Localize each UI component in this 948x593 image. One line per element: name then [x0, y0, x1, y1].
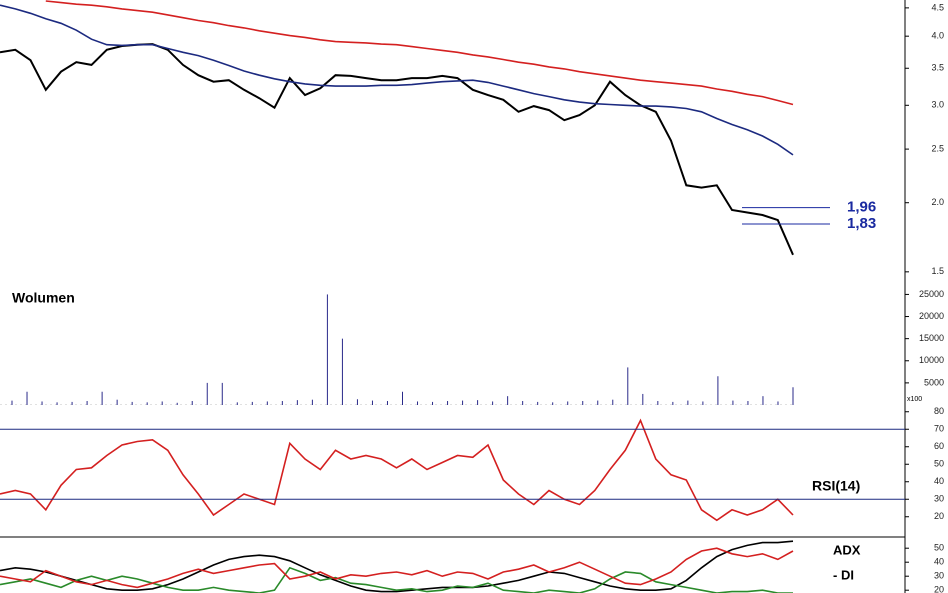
panel-title: RSI(14): [812, 478, 860, 494]
series-line: [0, 418, 794, 522]
panel: [0, 294, 794, 405]
y-tick-label: 50: [934, 459, 944, 469]
y-tick-label: 20: [934, 585, 944, 593]
series-line: [0, 540, 794, 593]
y-tick-label: 1.5: [931, 266, 944, 276]
panel: [0, 0, 794, 256]
y-tick-label: 2.5: [931, 143, 944, 153]
y-tick-label: 40: [934, 557, 944, 567]
series-line: [45, 0, 794, 106]
panel: [0, 418, 794, 522]
y-tick-label: 20: [934, 511, 944, 521]
unit-label: x100: [907, 396, 922, 403]
annotation-label: 1,96: [847, 199, 876, 216]
legend-label: - DI: [833, 567, 854, 582]
y-tick-label: 30: [934, 571, 944, 581]
y-tick-label: 30: [934, 494, 944, 504]
panel: [0, 540, 794, 593]
y-tick-label: 10000: [919, 355, 944, 365]
y-tick-label: 70: [934, 424, 944, 434]
y-tick-label: 25000: [919, 289, 944, 299]
series-line: [0, 566, 793, 593]
annotation-label: 1,83: [847, 215, 876, 232]
y-tick-label: 50: [934, 543, 944, 553]
y-tick-label: 40: [934, 476, 944, 486]
y-tick-label: 60: [934, 441, 944, 451]
series-line: [0, 4, 794, 156]
y-tick-label: 15000: [919, 333, 944, 343]
y-tick-label: 5000: [924, 377, 944, 387]
y-tick-label: 20000: [919, 311, 944, 321]
y-tick-label: 3.0: [931, 100, 944, 110]
series-line: [0, 547, 794, 589]
y-tick-label: 80: [934, 406, 944, 416]
y-tick-label: 2.0: [931, 197, 944, 207]
y-tick-label: 4.5: [931, 2, 944, 12]
panel-title: Wolumen: [12, 290, 75, 306]
y-tick-label: 4.0: [931, 31, 944, 41]
legend-label: ADX: [833, 542, 861, 557]
y-tick-label: 3.5: [931, 63, 944, 73]
